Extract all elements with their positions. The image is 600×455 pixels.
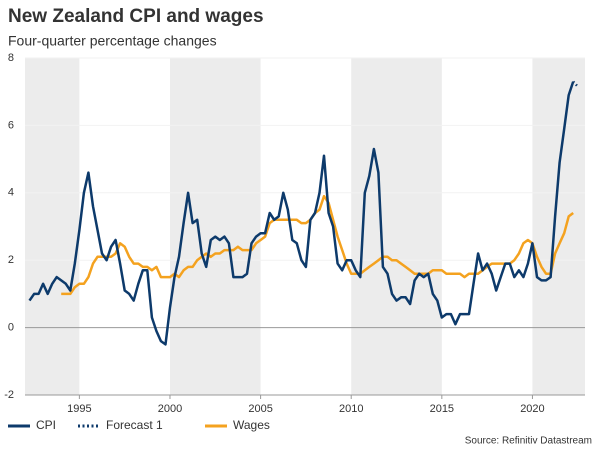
legend-label: CPI xyxy=(36,418,56,432)
y-tick-label: 4 xyxy=(8,187,14,199)
x-tick-label: 2010 xyxy=(339,403,363,415)
series-line xyxy=(61,194,574,296)
x-tick-label: 2000 xyxy=(158,403,182,415)
y-tick-label: 0 xyxy=(8,322,14,334)
shaded-band xyxy=(169,58,261,395)
y-tick-label: -2 xyxy=(4,389,14,401)
legend-label: Wages xyxy=(233,418,270,432)
y-tick-label: 6 xyxy=(8,119,14,131)
x-tick-label: 1995 xyxy=(67,403,91,415)
legend-label: Forecast 1 xyxy=(106,418,163,432)
shaded-band xyxy=(351,58,442,395)
shaded-band xyxy=(532,58,585,395)
series-line xyxy=(28,81,575,346)
chart-title: New Zealand CPI and wages xyxy=(8,6,264,27)
x-tick-label: 2015 xyxy=(430,403,454,415)
shaded-band xyxy=(25,58,80,395)
source-note: Source: Refinitiv Datastream xyxy=(465,436,592,447)
x-tick-label: 2020 xyxy=(520,403,544,415)
chart-subtitle: Four-quarter percentage changes xyxy=(8,33,217,49)
y-tick-label: 8 xyxy=(8,52,14,64)
series-line xyxy=(572,80,579,88)
x-tick-label: 2005 xyxy=(248,403,272,415)
y-tick-label: 2 xyxy=(8,254,14,266)
